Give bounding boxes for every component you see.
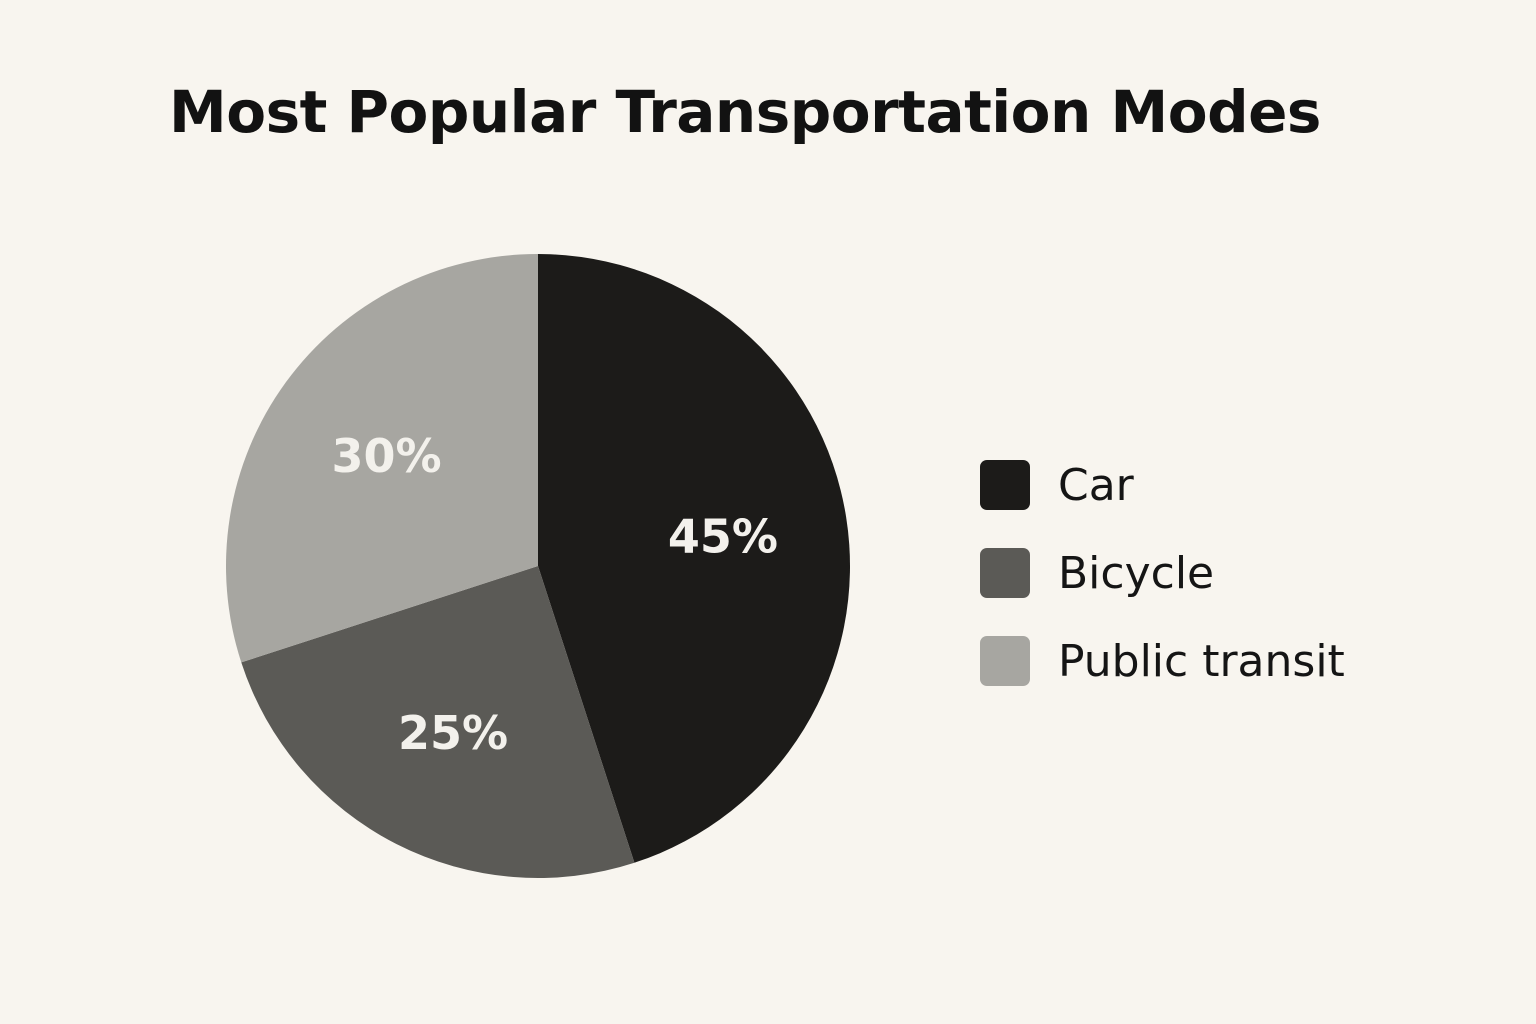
pie-slice-public-transit: [225, 254, 538, 663]
pie-slices: [225, 254, 850, 878]
legend-swatch-car: [980, 460, 1030, 510]
pie-slice-label-public-transit: 30%: [331, 429, 441, 483]
legend: Car Bicycle Public transit: [980, 458, 1345, 722]
legend-label-car: Car: [1058, 459, 1134, 511]
chart-title: Most Popular Transportation Modes: [169, 78, 1321, 146]
legend-item-bicycle: Bicycle: [980, 546, 1345, 600]
legend-item-car: Car: [980, 458, 1345, 512]
pie-slice-label-car: 45%: [668, 510, 778, 564]
pie-slice-labels: 45% 25% 30%: [331, 429, 777, 760]
legend-swatch-public-transit: [980, 636, 1030, 686]
legend-item-public-transit: Public transit: [980, 634, 1345, 688]
pie-slice-label-bicycle: 25%: [398, 706, 508, 760]
pie-slice-car: [538, 254, 850, 863]
legend-label-bicycle: Bicycle: [1058, 547, 1215, 599]
pie-slice-bicycle: [241, 566, 635, 878]
legend-swatch-bicycle: [980, 548, 1030, 598]
legend-label-public-transit: Public transit: [1058, 635, 1345, 687]
